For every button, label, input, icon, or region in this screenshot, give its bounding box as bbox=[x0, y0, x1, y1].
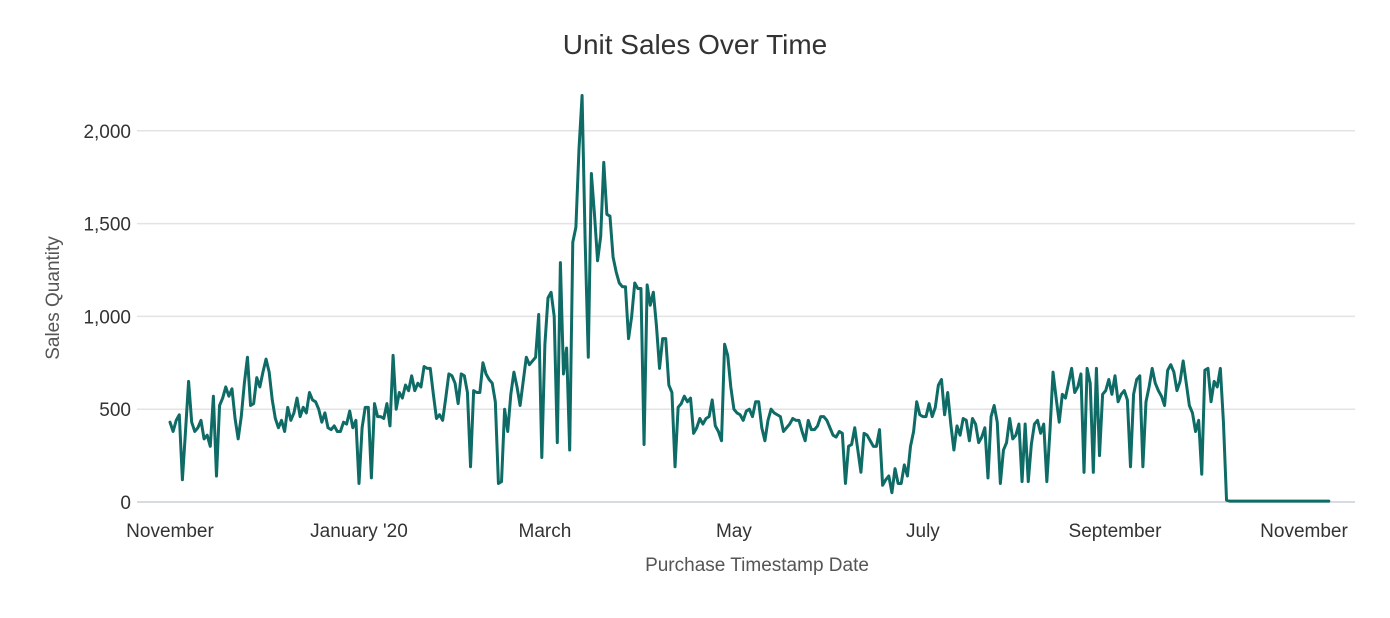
x-tick-label: May bbox=[716, 521, 752, 542]
y-tick-label: 0 bbox=[120, 493, 131, 514]
x-tick-label: November bbox=[126, 521, 214, 542]
y-tick-label: 1,500 bbox=[83, 215, 131, 236]
x-tick-label: July bbox=[906, 521, 940, 542]
gridlines bbox=[137, 130, 1355, 503]
series-line bbox=[168, 94, 1331, 503]
y-tick-label: 2,000 bbox=[83, 122, 131, 143]
chart-title: Unit Sales Over Time bbox=[563, 29, 828, 60]
y-tick-label: 500 bbox=[99, 400, 131, 421]
x-tick-label: September bbox=[1069, 521, 1163, 542]
y-axis-label: Sales Quantity bbox=[43, 236, 64, 360]
y-tick-label: 1,000 bbox=[83, 307, 131, 328]
x-tick-label: November bbox=[1260, 521, 1348, 542]
y-axis-ticks: 0 500 1,000 1,500 2,000 bbox=[83, 122, 131, 514]
x-tick-label: March bbox=[519, 521, 572, 542]
x-tick-label: January '20 bbox=[310, 521, 408, 542]
x-axis-ticks: November January '20 March May July September… bbox=[126, 521, 1348, 542]
x-axis-label: Purchase Timestamp Date bbox=[645, 555, 869, 576]
